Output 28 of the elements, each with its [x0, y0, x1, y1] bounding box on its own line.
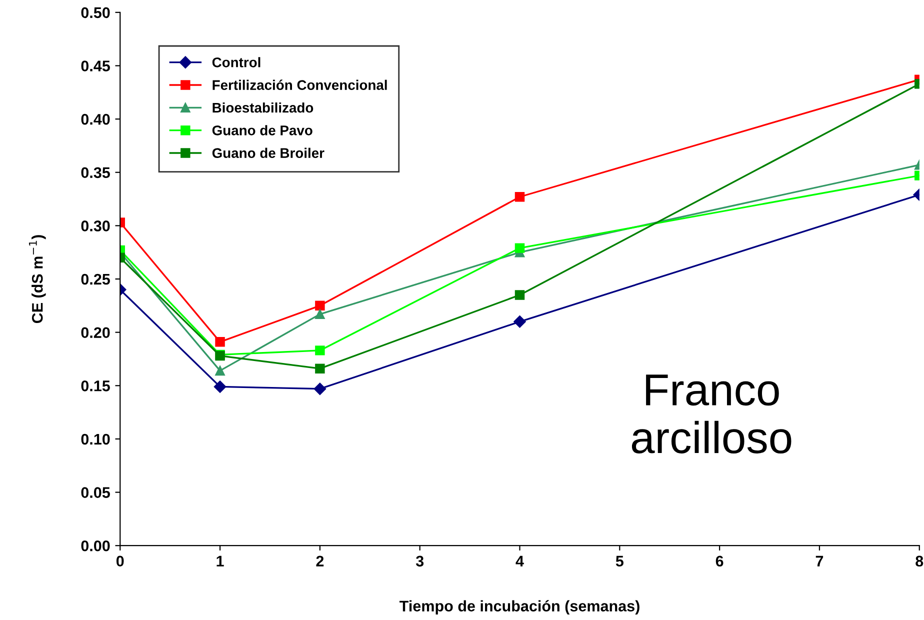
x-tick-label: 1: [216, 556, 224, 566]
x-tick-label: 6: [716, 556, 724, 567]
y-tick-label: 0.45: [81, 60, 110, 72]
x-tick-label: 4: [516, 556, 524, 566]
annotation: Franco arcilloso: [632, 374, 792, 454]
x-tick-label: 2: [316, 556, 324, 566]
legend-label: Control: [212, 57, 260, 68]
y-tick-label: 0.15: [81, 380, 110, 392]
y-axis-title: CE (dS m$^{−1}$): [28, 235, 46, 324]
y-tick-label: 0.30: [81, 220, 110, 232]
x-tick-label: 5: [616, 556, 624, 567]
y-tick-label: 0.40: [81, 114, 110, 125]
x-tick-label: 7: [816, 556, 824, 566]
y-tick-label: 0.20: [81, 327, 110, 338]
legend-label: Bioestabilizado: [212, 102, 314, 113]
y-tick-label: 0.50: [81, 7, 110, 18]
legend-label: Guano de Broiler: [212, 148, 324, 158]
x-tick-label: 0: [116, 556, 124, 567]
y-tick-label: 0.25: [81, 274, 110, 285]
x-axis-title: Tiempo de incubación (semanas): [400, 600, 640, 614]
y-tick-label: 0.05: [81, 487, 110, 498]
legend-label: Guano de Pavo: [212, 125, 312, 136]
y-tick-label: 0.10: [81, 434, 110, 445]
y-tick-label: 0.00: [81, 540, 110, 552]
x-tick-label: 3: [416, 556, 424, 567]
legend-label: Fertilización Convencional: [212, 80, 387, 90]
y-tick-label: 0.35: [81, 167, 110, 178]
x-tick-label: 8: [916, 556, 924, 567]
